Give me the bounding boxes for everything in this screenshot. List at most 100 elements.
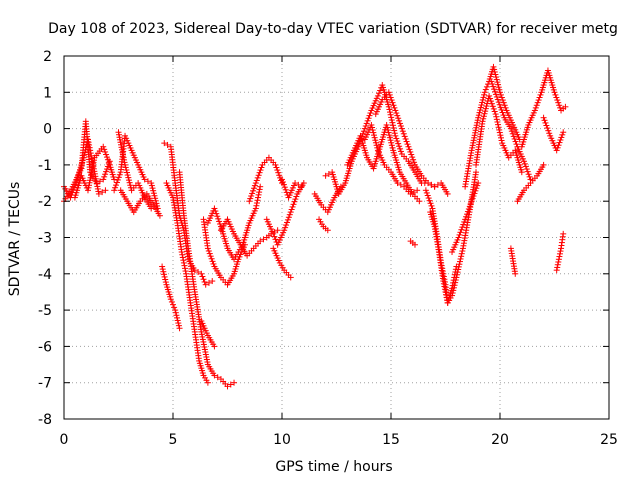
data-point xyxy=(398,125,405,132)
data-point-dense xyxy=(394,138,401,145)
data-point xyxy=(394,180,401,187)
data-point xyxy=(191,267,198,274)
data-point-dense xyxy=(151,192,158,199)
data-point-dense xyxy=(149,185,156,192)
data-point-dense xyxy=(152,197,159,204)
data-point-dense xyxy=(181,265,188,272)
y-tick-label: -8 xyxy=(38,412,52,428)
data-point-dense xyxy=(489,103,496,110)
data-point-dense xyxy=(491,68,498,75)
data-point-dense xyxy=(478,102,485,109)
data-point-dense xyxy=(374,144,381,151)
data-point xyxy=(407,190,414,197)
data-point-dense xyxy=(96,178,103,185)
data-point xyxy=(224,383,231,390)
data-point-dense xyxy=(273,164,280,171)
data-point-dense xyxy=(203,356,210,363)
data-point-dense xyxy=(544,125,551,132)
data-point-dense xyxy=(372,139,379,146)
data-point-dense xyxy=(91,157,98,164)
data-point-dense xyxy=(159,266,166,273)
y-tick-label: -3 xyxy=(38,231,52,247)
data-point xyxy=(287,274,294,281)
data-point-dense xyxy=(525,171,532,178)
data-point-dense xyxy=(202,348,209,355)
data-point-dense xyxy=(274,167,281,174)
data-point-dense xyxy=(87,172,94,179)
data-point-dense xyxy=(493,93,500,100)
data-point xyxy=(279,176,285,183)
x-axis-label: GPS time / hours xyxy=(275,459,392,475)
data-point-dense xyxy=(536,94,543,101)
data-point-dense xyxy=(440,280,447,287)
data-point-dense xyxy=(490,105,497,112)
data-point-dense xyxy=(557,248,564,255)
data-point-dense xyxy=(101,146,108,153)
data-point-dense xyxy=(498,106,505,113)
data-point xyxy=(115,129,122,136)
data-point xyxy=(468,147,475,154)
data-point-dense xyxy=(554,144,561,151)
data-point-dense xyxy=(456,231,463,238)
data-point-dense xyxy=(388,117,395,124)
data-point-dense xyxy=(470,139,477,146)
data-point-dense xyxy=(175,320,182,327)
data-point-dense xyxy=(258,164,265,171)
data-point-dense xyxy=(386,91,393,98)
data-point xyxy=(122,161,129,168)
data-point-dense xyxy=(491,66,498,73)
data-point xyxy=(492,111,499,118)
data-point-dense xyxy=(253,200,260,207)
data-point-dense xyxy=(386,106,393,113)
x-tick-label: 15 xyxy=(382,432,400,448)
data-point-dense xyxy=(556,139,563,146)
data-point-dense xyxy=(170,301,176,308)
data-point xyxy=(148,205,155,212)
data-point-dense xyxy=(470,193,477,200)
y-tick-label: -7 xyxy=(38,376,52,392)
data-point-dense xyxy=(162,276,169,283)
data-point-dense xyxy=(411,159,418,166)
data-point-dense xyxy=(181,262,188,269)
data-point xyxy=(486,92,493,99)
data-point-dense xyxy=(469,142,476,149)
data-point-dense xyxy=(199,336,206,343)
data-point-dense xyxy=(362,123,369,130)
data-point-dense xyxy=(171,304,178,311)
data-point-dense xyxy=(493,74,500,81)
data-point-dense xyxy=(201,346,208,353)
data-point-dense xyxy=(280,181,287,188)
data-point-dense xyxy=(495,124,502,131)
y-tick-label: -1 xyxy=(38,158,52,174)
y-tick-label: 1 xyxy=(43,85,52,101)
data-point-dense xyxy=(492,91,499,98)
data-point-dense xyxy=(160,268,167,275)
data-point-dense xyxy=(153,200,160,207)
data-point-dense xyxy=(492,88,499,95)
data-point-dense xyxy=(426,197,433,204)
data-point-dense xyxy=(102,171,109,178)
data-point-dense xyxy=(555,256,562,263)
data-point-dense xyxy=(443,291,450,298)
data-point-dense xyxy=(456,258,463,265)
data-point-dense xyxy=(282,224,289,231)
data-point-dense xyxy=(464,208,471,215)
data-point-dense xyxy=(482,105,489,112)
data-point-dense xyxy=(86,179,93,186)
data-point xyxy=(512,270,519,277)
data-point-dense xyxy=(495,81,502,88)
data-point-dense xyxy=(511,135,518,142)
data-point-dense xyxy=(205,279,212,286)
data-point-dense xyxy=(248,193,255,200)
y-tick-label: 0 xyxy=(43,122,52,138)
data-point-dense xyxy=(115,174,122,181)
data-point-dense xyxy=(388,139,395,146)
data-point xyxy=(411,241,418,248)
data-point-dense xyxy=(494,79,501,86)
data-point-dense xyxy=(148,182,155,189)
data-point xyxy=(560,230,567,237)
data-point-dense xyxy=(397,120,404,127)
data-point-dense xyxy=(253,202,260,209)
data-point-dense xyxy=(442,288,449,295)
data-point-dense xyxy=(112,184,119,191)
